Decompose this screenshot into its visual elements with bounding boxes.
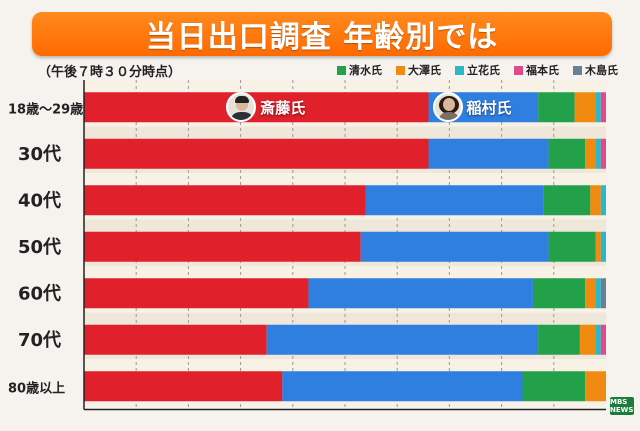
bar-osawa (579, 324, 596, 355)
bar-shimizu (543, 185, 591, 216)
inamura-label: 稲村氏 (466, 98, 512, 117)
legend-label: 清水氏 (349, 64, 382, 77)
bar-osawa (590, 185, 601, 216)
legend-item-2: 立花氏 (455, 62, 500, 78)
bar-tachibana (595, 92, 601, 123)
broadcaster-logo: MBS NEWS (610, 397, 634, 415)
bar-osawa (585, 138, 596, 169)
bar-shimizu (538, 324, 580, 355)
bar-tachibana (595, 278, 601, 309)
category-label: 70代 (18, 330, 61, 351)
bar-shimizu (538, 92, 575, 123)
inamura-avatar-icon (432, 92, 463, 123)
bar-shimizu (522, 371, 586, 402)
bar-fukumoto (600, 92, 606, 123)
bar-inamura (360, 231, 549, 262)
category-label: 50代 (18, 237, 61, 258)
bar-inamura (266, 324, 539, 355)
bar-kinoshita (600, 278, 606, 309)
legend-item-4: 木島氏 (573, 62, 618, 78)
bar-osawa (595, 231, 601, 262)
category-label: 30代 (18, 144, 61, 165)
bar-inamura (308, 278, 533, 309)
legend-swatch (455, 65, 464, 75)
bar-tachibana (600, 185, 606, 216)
inamura-callout: 稲村氏 (432, 92, 512, 123)
bar-saito (84, 324, 267, 355)
saito-label: 斎藤氏 (260, 98, 306, 117)
bar-tachibana (595, 138, 601, 169)
category-label: 40代 (18, 190, 61, 211)
bar-saito (84, 371, 283, 402)
chart-subtitle: （午後７時３０分時点） (38, 65, 182, 80)
saito-callout: 斎藤氏 (226, 92, 306, 123)
legend-item-3: 福本氏 (514, 62, 559, 78)
bar-inamura (428, 138, 549, 169)
legend-label: 福本氏 (526, 64, 559, 77)
legend-swatch (573, 65, 582, 75)
bar-saito (84, 278, 309, 309)
bar-tachibana (595, 324, 601, 355)
bar-fukumoto (600, 138, 606, 169)
bar-saito (84, 92, 429, 123)
legend-swatch (337, 65, 346, 75)
bar-fukumoto (600, 324, 606, 355)
category-label: 80歳以上 (8, 380, 65, 396)
legend-label: 大澤氏 (408, 64, 441, 77)
bar-inamura (365, 185, 544, 216)
bar-shimizu (548, 138, 586, 169)
legend-swatch (396, 65, 405, 75)
bar-saito (84, 138, 429, 169)
bar-saito (84, 231, 361, 262)
bar-shimizu (532, 278, 586, 309)
bar-saito (84, 185, 366, 216)
legend-swatch (514, 65, 523, 75)
legend-item-0: 清水氏 (337, 62, 382, 78)
saito-avatar-icon (226, 92, 257, 123)
legend-item-1: 大澤氏 (396, 62, 441, 78)
bar-tachibana (600, 231, 606, 262)
bar-shimizu (548, 231, 596, 262)
bar-osawa (585, 278, 596, 309)
chart-title: 当日出口調査 年齢別では (32, 12, 612, 56)
bar-inamura (282, 371, 523, 402)
bar-osawa (585, 371, 606, 402)
legend: 清水氏 大澤氏 立花氏 福本氏 木島氏 (337, 62, 618, 78)
legend-label: 木島氏 (585, 64, 618, 77)
legend-label: 立花氏 (467, 64, 500, 77)
bar-osawa (574, 92, 596, 123)
category-label: 60代 (18, 283, 61, 304)
category-label: 18歳〜29歳 (8, 101, 83, 117)
